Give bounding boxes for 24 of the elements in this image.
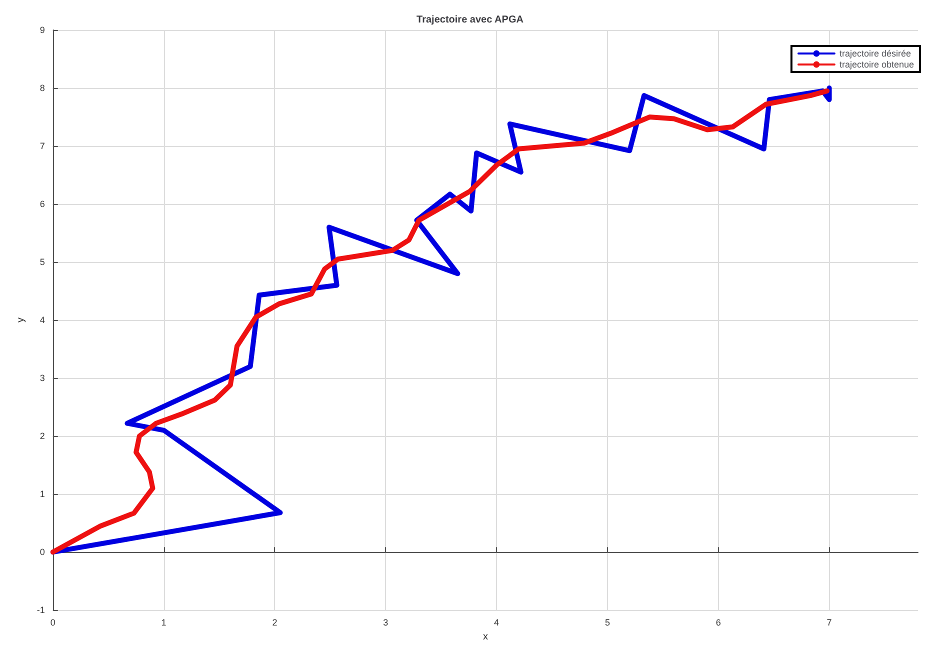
y-tick-label: 6 (40, 199, 45, 210)
legend-label: trajectoire désirée (839, 48, 911, 58)
y-tick-label: 2 (40, 431, 45, 442)
y-tick-label: 7 (40, 141, 45, 152)
x-tick-label: 6 (716, 618, 721, 628)
x-tick-label: 0 (50, 618, 56, 628)
y-tick-label: -1 (36, 605, 45, 616)
legend-label: trajectoire obtenue (839, 60, 914, 70)
x-tick-label: 2 (272, 618, 278, 628)
y-tick-label: 1 (40, 489, 45, 500)
x-tick-label: 1 (161, 618, 166, 628)
y-tick-label: 9 (40, 25, 45, 35)
x-tick-label: 5 (604, 618, 610, 628)
y-tick-label: 8 (40, 83, 45, 94)
y-tick-label: 3 (40, 373, 45, 384)
x-axis-title: x (482, 632, 488, 642)
y-tick-label: 4 (40, 315, 45, 326)
y-tick-label: 5 (40, 257, 45, 268)
y-axis-title: y (16, 318, 26, 323)
chart-title: Trajectoire avec APGA (416, 14, 524, 26)
x-tick-label: 3 (383, 618, 388, 628)
y-tick-label: 0 (40, 547, 45, 558)
x-tick-label: 4 (494, 618, 500, 628)
x-tick-label: 7 (826, 618, 832, 628)
